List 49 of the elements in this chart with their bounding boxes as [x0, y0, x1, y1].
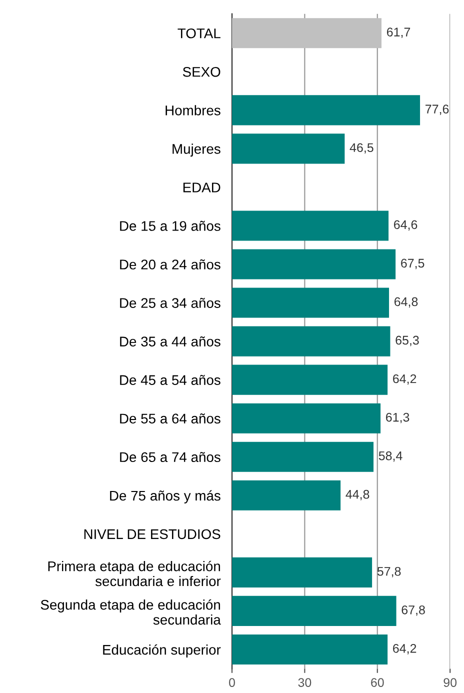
- y-tick-label: De 45 a 54 años: [120, 374, 220, 385]
- data-label: 46,5: [350, 143, 374, 154]
- bar: [232, 134, 345, 164]
- y-tick-label: De 35 a 44 años: [120, 336, 220, 346]
- bar: [232, 557, 372, 588]
- y-tick-label: De 65 a 74 años: [120, 452, 220, 462]
- y-tick-label: Primera etapa de educación secundaria e inferior: [48, 560, 221, 586]
- y-tick-label: Hombres: [166, 105, 220, 116]
- bar: [232, 249, 396, 280]
- data-label: 64,8: [394, 297, 418, 308]
- bar: [232, 403, 381, 434]
- data-label: 61,7: [386, 28, 410, 38]
- data-label: 77,6: [426, 104, 449, 115]
- data-label: 58,4: [378, 451, 402, 462]
- data-label: 64,6: [394, 220, 418, 231]
- bar: [232, 326, 390, 356]
- data-label: 64,2: [393, 644, 416, 654]
- y-tick-label: De 55 a 64 años: [120, 413, 220, 424]
- y-tick-label: EDAD: [183, 182, 220, 192]
- y-tick-label: TOTAL: [178, 28, 220, 38]
- bar: [232, 634, 388, 665]
- bar: [232, 210, 389, 241]
- bar: [232, 288, 390, 318]
- data-label: 67,8: [402, 605, 425, 616]
- bar: [232, 442, 374, 472]
- bar: [232, 364, 388, 395]
- x-tick-label: 90: [444, 678, 457, 687]
- y-tick-label: SEXO: [182, 66, 220, 77]
- y-tick-label: De 75 años y más: [110, 490, 220, 504]
- data-label: 44,8: [346, 490, 370, 500]
- data-label: 64,2: [393, 374, 416, 385]
- data-label: 65,3: [396, 336, 419, 346]
- data-label: 67,5: [401, 258, 424, 270]
- bar: [232, 596, 396, 626]
- bar: [232, 480, 341, 510]
- x-tick-label: 30: [298, 678, 312, 687]
- data-label: 61,3: [386, 412, 410, 424]
- y-tick-label: NIVEL DE ESTUDIOS: [84, 529, 220, 540]
- data-label: 57,8: [377, 566, 401, 578]
- x-tick-label: 60: [371, 678, 384, 687]
- y-tick-label: De 25 a 34 años: [120, 298, 220, 308]
- x-tick-label: 0: [229, 678, 235, 687]
- y-tick-label: Educación superior: [103, 644, 221, 658]
- y-tick-label: De 20 a 24 años: [120, 259, 220, 270]
- bar: [232, 18, 382, 48]
- bar: [232, 95, 420, 126]
- y-tick-label: De 15 a 19 años: [120, 220, 220, 231]
- y-tick-label: Segunda etapa de educación secundaria: [40, 599, 221, 625]
- y-tick-label: Mujeres: [172, 144, 220, 157]
